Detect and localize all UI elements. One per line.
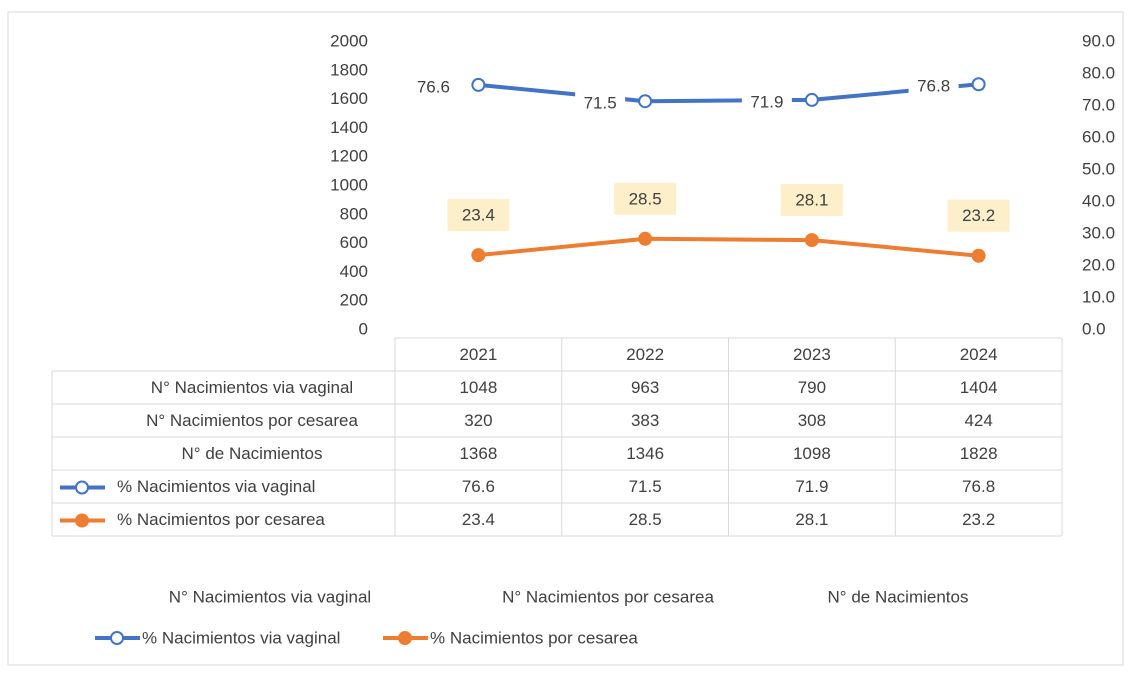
table-cell: 1048 — [459, 378, 497, 397]
y2-tick-label: 20.0 — [1082, 255, 1115, 274]
y-tick-label: 0 — [359, 319, 368, 338]
table-cell: 71.5 — [629, 477, 662, 496]
data-label-bg — [780, 184, 843, 217]
line-marker — [971, 248, 986, 263]
y-tick-label: 1600 — [330, 89, 368, 108]
table-row-label: % Nacimientos via vaginal — [117, 477, 315, 496]
y2-tick-label: 90.0 — [1082, 31, 1115, 50]
data-label: 28.1 — [795, 191, 828, 210]
x-tick-label: 2021 — [459, 345, 497, 364]
data-label-bg — [947, 199, 1010, 232]
y2-tick-label: 60.0 — [1082, 127, 1115, 146]
table-cell: 23.4 — [462, 510, 495, 529]
table-cell: 320 — [464, 411, 492, 430]
series-line — [478, 236, 979, 258]
table-cell: 1098 — [793, 444, 831, 463]
legend-label: N° de Nacimientos — [828, 587, 969, 606]
data-label-bg — [908, 71, 959, 98]
table-cell: 76.6 — [462, 477, 495, 496]
table-cell: 424 — [964, 411, 992, 430]
table-cell: 28.1 — [795, 510, 828, 529]
legend-label: % Nacimientos via vaginal — [142, 628, 340, 647]
data-label: 28.5 — [629, 189, 662, 208]
table-cell: 1828 — [960, 444, 998, 463]
line-marker — [471, 248, 486, 263]
data-label: 71.9 — [750, 92, 783, 111]
line-marker — [638, 231, 653, 246]
y2-tick-label: 70.0 — [1082, 95, 1115, 114]
x-tick-label: 2023 — [793, 345, 831, 364]
table-key-marker — [75, 480, 89, 495]
x-tick-label: 2024 — [960, 345, 998, 364]
line-marker — [471, 77, 486, 92]
legend-label: N° Nacimientos por cesarea — [502, 587, 714, 606]
y2-tick-label: 50.0 — [1082, 159, 1115, 178]
table-cell: 1368 — [459, 444, 497, 463]
legend-label: N° Nacimientos via vaginal — [169, 587, 371, 606]
y2-tick-label: 0.0 — [1082, 319, 1106, 338]
table-row-label: N° Nacimientos via vaginal — [151, 378, 353, 397]
table-row-label: % Nacimientos por cesarea — [117, 510, 325, 529]
table-cell: 383 — [631, 411, 659, 430]
table-cell: 1404 — [960, 378, 998, 397]
table-cell: 76.8 — [962, 477, 995, 496]
data-label-bg — [575, 88, 626, 115]
series-line — [478, 82, 979, 104]
table-row-label: N° de Nacimientos — [182, 444, 323, 463]
y2-tick-label: 80.0 — [1082, 63, 1115, 82]
y-tick-label: 2000 — [330, 31, 368, 50]
legend-key-marker — [398, 631, 412, 645]
legend-label: % Nacimientos por cesarea — [430, 628, 638, 647]
y-tick-label: 600 — [340, 233, 368, 252]
data-label-bg — [614, 182, 677, 215]
x-tick-label: 2022 — [626, 345, 664, 364]
table-cell: 71.9 — [795, 477, 828, 496]
data-label: 76.8 — [917, 77, 950, 96]
table-cell: 790 — [798, 378, 826, 397]
y2-tick-label: 30.0 — [1082, 223, 1115, 242]
data-label: 76.6 — [417, 77, 450, 96]
data-label: 23.4 — [462, 206, 495, 225]
table-cell: 1346 — [626, 444, 664, 463]
data-label-bg — [408, 71, 459, 98]
line-marker — [638, 94, 653, 109]
data-label-bg — [741, 86, 792, 113]
data-label: 71.5 — [584, 94, 617, 113]
y-tick-label: 1800 — [330, 60, 368, 79]
line-marker — [804, 233, 819, 248]
line-marker — [804, 92, 819, 107]
y-tick-label: 200 — [340, 291, 368, 310]
y-tick-label: 1200 — [330, 147, 368, 166]
y-tick-label: 1000 — [330, 175, 368, 194]
table-cell: 23.2 — [962, 510, 995, 529]
y-tick-label: 400 — [340, 262, 368, 281]
table-cell: 308 — [798, 411, 826, 430]
table-cell: 963 — [631, 378, 659, 397]
table-key-marker — [75, 513, 89, 528]
y-tick-label: 1400 — [330, 118, 368, 137]
y2-tick-label: 10.0 — [1082, 287, 1115, 306]
table-cell: 28.5 — [629, 510, 662, 529]
data-label: 23.2 — [962, 206, 995, 225]
y2-tick-label: 40.0 — [1082, 191, 1115, 210]
table-row-label: N° Nacimientos por cesarea — [146, 411, 358, 430]
y-tick-label: 800 — [340, 204, 368, 223]
data-label-bg — [447, 199, 510, 232]
legend-key-marker — [110, 631, 124, 645]
line-marker — [971, 77, 986, 92]
